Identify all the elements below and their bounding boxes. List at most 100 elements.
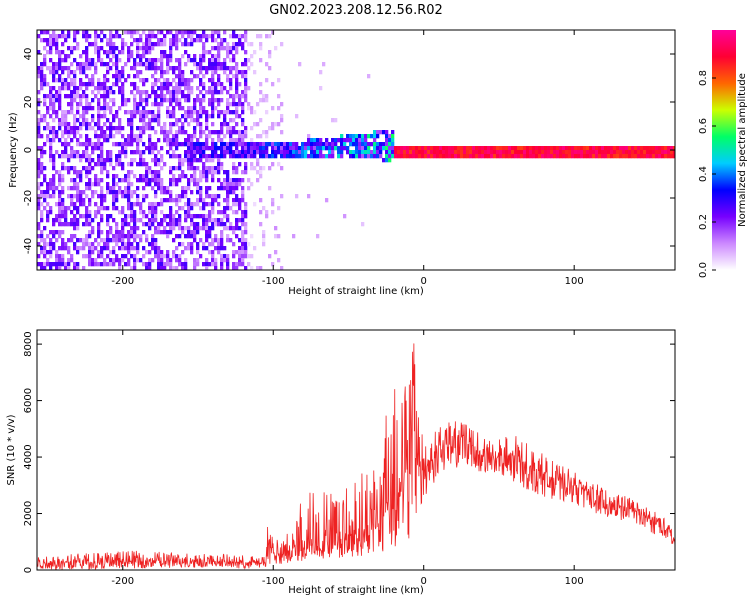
spectrogram-cell bbox=[121, 126, 125, 131]
spectrogram-cell bbox=[154, 82, 158, 87]
spectrogram-cell bbox=[190, 150, 194, 155]
spectrogram-cell bbox=[37, 262, 41, 267]
spectrogram-cell bbox=[580, 150, 584, 155]
spectrogram-cell bbox=[265, 214, 269, 219]
spectrogram-cell bbox=[163, 122, 167, 127]
spectrogram-cell bbox=[139, 38, 143, 43]
spectrogram-cell bbox=[226, 214, 230, 219]
spectrogram-cell bbox=[196, 74, 200, 79]
spectrogram-cell bbox=[88, 106, 92, 111]
spectrogram-cell bbox=[469, 154, 473, 159]
spectrogram-cell bbox=[145, 94, 149, 99]
spectrogram-cell bbox=[103, 166, 107, 171]
spectrogram-cell bbox=[232, 210, 236, 215]
spectrogram-cell bbox=[673, 154, 675, 159]
spectrogram-cell bbox=[163, 98, 167, 103]
spectrogram-cell bbox=[88, 214, 92, 219]
spectrogram-cell bbox=[106, 106, 110, 111]
spectrogram-cell bbox=[133, 94, 137, 99]
spectrogram-cell bbox=[154, 210, 158, 215]
spectrogram-cell bbox=[226, 170, 230, 175]
spectrogram-cell bbox=[130, 246, 134, 251]
spectrogram-cell bbox=[316, 138, 320, 143]
spectrogram-cell bbox=[43, 94, 47, 99]
spectrogram-cell bbox=[235, 86, 239, 91]
spectrogram-cell bbox=[142, 246, 146, 251]
spectrogram-cell bbox=[37, 122, 41, 127]
spectrogram-cell bbox=[82, 30, 86, 35]
spectrogram-cell bbox=[46, 94, 50, 99]
spectrogram-cell bbox=[64, 210, 68, 215]
spectrogram-cell bbox=[127, 142, 131, 147]
spectrogram-cell bbox=[139, 218, 143, 223]
spectrogram-cell bbox=[265, 146, 269, 151]
spectrogram-cell bbox=[169, 94, 173, 99]
spectrogram-cell bbox=[220, 122, 224, 127]
spectrogram-cell bbox=[91, 150, 95, 155]
spectrogram-cell bbox=[142, 30, 146, 35]
spectrogram-cell bbox=[157, 250, 161, 255]
spectrogram-cell bbox=[55, 42, 59, 47]
spectrogram-cell bbox=[259, 90, 263, 95]
spectrogram-cell bbox=[115, 158, 119, 163]
spectrogram-cell bbox=[49, 242, 53, 247]
spectrogram-cell bbox=[181, 158, 185, 163]
spectrogram-cell bbox=[109, 258, 113, 263]
spectrogram-cell bbox=[37, 90, 41, 95]
spectrogram-cell bbox=[190, 242, 194, 247]
spectrogram-cell bbox=[250, 146, 254, 151]
spectrogram-cell bbox=[85, 174, 89, 179]
spectrogram-cell bbox=[190, 114, 194, 119]
spectrogram-cell bbox=[85, 94, 89, 99]
spectrogram-cell bbox=[160, 38, 164, 43]
spectrogram-cell bbox=[127, 98, 131, 103]
spectrogram-cell bbox=[580, 146, 584, 151]
spectrogram-cell bbox=[235, 62, 239, 67]
spectrogram-cell bbox=[142, 142, 146, 147]
spectrogram-cell bbox=[238, 206, 242, 211]
spectrogram-cell bbox=[178, 118, 182, 123]
spectrogram-cell bbox=[163, 126, 167, 131]
spectrogram-cell bbox=[199, 190, 203, 195]
spectrogram-cell bbox=[190, 206, 194, 211]
spectrogram-cell bbox=[208, 234, 212, 239]
spectrogram-cell bbox=[49, 106, 53, 111]
spectrogram-cell bbox=[181, 126, 185, 131]
spectrogram-cell bbox=[136, 250, 140, 255]
spectrogram-cell bbox=[238, 42, 242, 47]
spectrogram-cell bbox=[175, 46, 179, 51]
spectrogram-cell bbox=[40, 78, 44, 83]
spectrogram-cell bbox=[262, 230, 266, 235]
spectrogram-cell bbox=[628, 150, 632, 155]
spectrogram-cell bbox=[526, 150, 530, 155]
spectrogram-cell bbox=[58, 78, 62, 83]
spectrogram-cell bbox=[241, 102, 245, 107]
spectrogram-cell bbox=[148, 134, 152, 139]
spectrogram-cell bbox=[199, 178, 203, 183]
spectrogram-cell bbox=[100, 146, 104, 151]
spectrogram-cell bbox=[43, 58, 47, 63]
spectrogram-cell bbox=[649, 150, 653, 155]
spectrogram-cell bbox=[205, 38, 209, 43]
spectrogram-cell bbox=[145, 110, 149, 115]
spectrogram-cell bbox=[400, 154, 404, 159]
spectrogram-cell bbox=[232, 190, 236, 195]
spectrogram-cell bbox=[379, 142, 383, 147]
spectrogram-cell bbox=[160, 62, 164, 67]
spectrogram-cell bbox=[61, 222, 65, 227]
spectrogram-cell bbox=[73, 206, 77, 211]
spectrogram-cell bbox=[268, 154, 272, 159]
spectrogram-cell bbox=[319, 150, 323, 155]
spectrogram-cell bbox=[343, 214, 347, 219]
spectrogram-cell bbox=[661, 154, 665, 159]
spectrogram-cell bbox=[262, 242, 266, 247]
spectrogram-cell bbox=[163, 214, 167, 219]
spectrogram-cell bbox=[73, 150, 77, 155]
spectrogram-cell bbox=[181, 54, 185, 59]
spectrogram-cell bbox=[235, 70, 239, 75]
spectrogram-cell bbox=[259, 146, 263, 151]
spectrogram-cell bbox=[583, 146, 587, 151]
spectrogram-cell bbox=[361, 134, 365, 139]
spectrogram-cell bbox=[70, 198, 74, 203]
spectrogram-cell bbox=[136, 226, 140, 231]
